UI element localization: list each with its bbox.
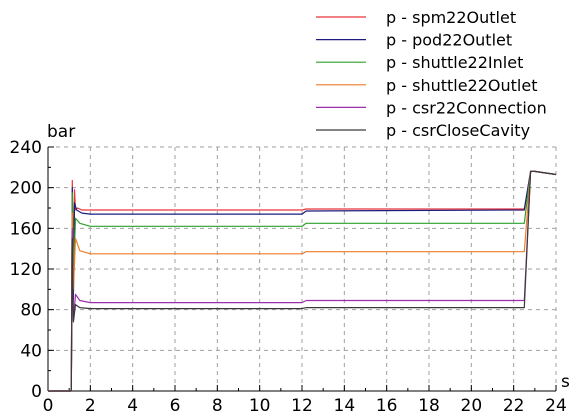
x-tick-label: 16 bbox=[376, 396, 398, 414]
legend: p - spm22Outlet p - pod22Outlet p - shuttl… bbox=[316, 8, 547, 140]
series-lines bbox=[48, 170, 557, 392]
x-tick-label: 24 bbox=[545, 396, 567, 414]
y-tick-label: 160 bbox=[10, 219, 42, 239]
x-tick-label: 18 bbox=[418, 396, 440, 414]
x-tick-label: 10 bbox=[249, 396, 271, 414]
y-tick-label: 240 bbox=[10, 138, 42, 158]
legend-label: p - csrCloseCavity bbox=[386, 121, 530, 140]
legend-item: p - pod22Outlet bbox=[316, 31, 512, 50]
legend-label: p - csr22Connection bbox=[386, 98, 547, 117]
legend-item: p - shuttle22Inlet bbox=[316, 53, 523, 72]
y-axis-unit-label: bar bbox=[47, 122, 75, 142]
x-tick-label: 6 bbox=[170, 396, 181, 414]
x-tick-label: 12 bbox=[291, 396, 313, 414]
legend-item: p - csr22Connection bbox=[316, 98, 547, 117]
legend-label: p - shuttle22Outlet bbox=[386, 76, 537, 95]
y-tick-label: 40 bbox=[20, 341, 42, 361]
y-tick-label: 120 bbox=[10, 260, 42, 280]
y-tick-label: 0 bbox=[31, 382, 42, 402]
x-tick-label: 8 bbox=[212, 396, 223, 414]
x-tick-label: 22 bbox=[503, 396, 525, 414]
legend-item: p - csrCloseCavity bbox=[316, 121, 530, 140]
x-tick-label: 20 bbox=[461, 396, 483, 414]
legend-label: p - spm22Outlet bbox=[386, 8, 516, 27]
x-tick-label: 2 bbox=[85, 396, 96, 414]
legend-item: p - shuttle22Outlet bbox=[316, 76, 537, 95]
grid bbox=[48, 146, 557, 391]
y-tick-label: 200 bbox=[10, 179, 42, 199]
x-tick-label: 14 bbox=[334, 396, 356, 414]
legend-item: p - spm22Outlet bbox=[316, 8, 516, 27]
y-tick-label: 80 bbox=[20, 301, 42, 321]
legend-label: p - shuttle22Inlet bbox=[386, 53, 523, 72]
legend-label: p - pod22Outlet bbox=[386, 31, 512, 50]
x-tick-label: 0 bbox=[43, 396, 54, 414]
x-axis-unit-label: s bbox=[561, 372, 570, 392]
series-line-p-csrclosecavity bbox=[48, 170, 557, 392]
x-tick-label: 4 bbox=[127, 396, 138, 414]
